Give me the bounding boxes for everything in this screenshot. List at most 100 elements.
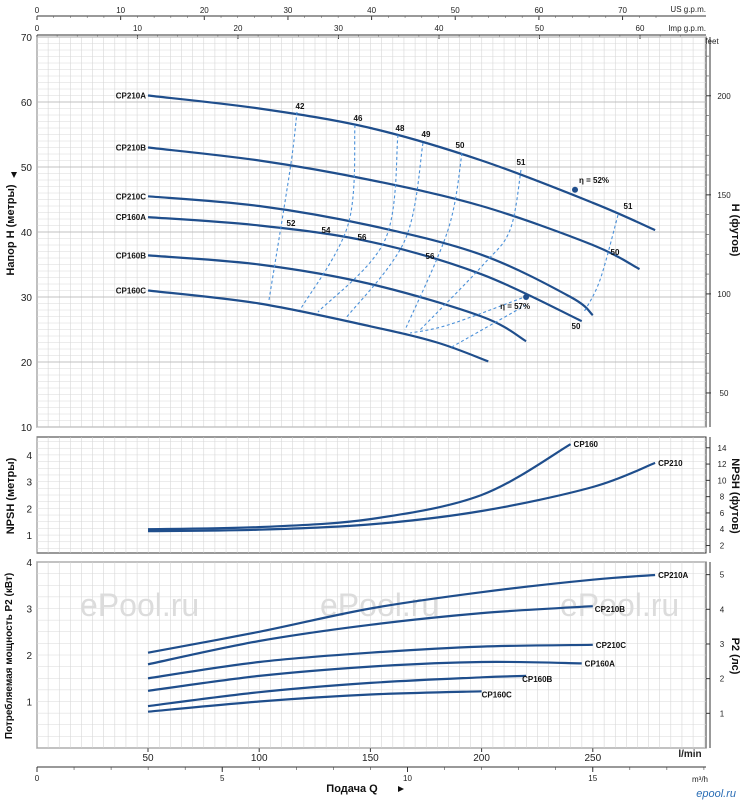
npsh-ylabel: NPSH (метры) [5, 457, 17, 534]
efficiency-label: 56 [358, 233, 367, 242]
us-gpm-tick-label: 50 [451, 6, 460, 15]
npsh-y2-tick-label: 8 [720, 493, 725, 502]
imp-gpm-tick-label: 60 [636, 24, 645, 33]
series-label-cp210c: CP210C [596, 641, 626, 650]
npsh-y-tick-label: 4 [26, 451, 32, 462]
efficiency-label: 50 [456, 141, 465, 150]
imp-gpm-tick-label: 50 [535, 24, 544, 33]
efficiency-iso-line [345, 142, 424, 319]
imp-gpm-tick-label: 0 [35, 24, 40, 33]
power-y-tick-label: 2 [26, 651, 32, 662]
grid-lines [36, 36, 706, 749]
xlabel-q: Подача Q [326, 783, 378, 795]
power-y-tick-label: 3 [26, 605, 32, 616]
series-label-cp210a: CP210A [116, 92, 146, 101]
efficiency-peak-label: η = 57% [500, 302, 530, 311]
us-gpm-tick-label: 70 [618, 6, 627, 15]
head-y-tick-label: 10 [21, 423, 33, 434]
head-y2-tick-label: 100 [717, 290, 731, 299]
series-label-cp160c: CP160C [482, 690, 512, 699]
head-y2-tick-label: 200 [717, 92, 731, 101]
lmin-tick-label: 150 [362, 753, 379, 764]
head-y-tick-label: 70 [21, 33, 33, 44]
series-label-cp160c: CP160C [116, 287, 146, 296]
power-ylabel: Потребляемая мощность P2 (кВт) [3, 573, 15, 739]
efficiency-label: 49 [422, 130, 431, 139]
efficiency-label: 56 [426, 252, 435, 261]
us-gpm-tick-label: 30 [283, 6, 292, 15]
series-label-cp160b: CP160B [116, 251, 146, 260]
series-line-cp160b [147, 254, 527, 343]
efficiency-label: 51 [624, 202, 633, 211]
series-label-cp210: CP210 [658, 459, 683, 468]
series-line-cp160 [147, 443, 572, 531]
us-gpm-tick-label: 0 [35, 6, 40, 15]
watermark-text: ePool.ru [560, 587, 679, 623]
npsh-y2-tick-label: 4 [720, 525, 725, 534]
m3h-tick-label: 10 [403, 774, 412, 783]
lmin-unit: l/min [678, 749, 701, 760]
efficiency-label: 42 [296, 102, 305, 111]
npsh-y2-tick-label: 12 [718, 460, 727, 469]
npsh-y-tick-label: 1 [26, 531, 32, 542]
watermarks: ePool.ru ePool.ru ePool.ru [80, 587, 679, 623]
series-label-cp210b: CP210B [595, 605, 625, 614]
efficiency-label: 48 [396, 124, 405, 133]
head-y-tick-label: 60 [21, 98, 33, 109]
series-line-cp160a [147, 660, 582, 692]
us-gpm-unit: US g.p.m. [670, 5, 706, 14]
efficiency-iso-line [268, 111, 298, 301]
power-y2-tick-label: 3 [720, 640, 725, 649]
head-y-tick-label: 30 [21, 293, 33, 304]
m3h-unit: m³/h [692, 775, 708, 784]
efficiency-label: 52 [287, 219, 296, 228]
efficiency-iso-line [317, 134, 399, 313]
series-line-cp210 [147, 461, 656, 533]
head-y-tick-label: 50 [21, 163, 33, 174]
efficiency-iso-line [449, 304, 527, 349]
power-y2-tick-label: 2 [720, 675, 725, 684]
head-ylabel: Напор H (метры) [5, 184, 17, 275]
series-label-cp210c: CP210C [116, 192, 146, 201]
efficiency-iso-line [409, 297, 523, 334]
feet-unit: feet [705, 37, 719, 46]
imp-gpm-tick-label: 40 [435, 24, 444, 33]
series-line-cp160c [147, 289, 489, 363]
series-label-cp160b: CP160B [522, 675, 552, 684]
efficiency-peak-marker [572, 186, 579, 193]
power-y2label: P2 (лс) [729, 638, 741, 675]
us-gpm-tick-label: 10 [116, 6, 125, 15]
power-y2-tick-label: 1 [720, 709, 725, 718]
efficiency-peak-marker [523, 294, 530, 300]
imp-gpm-unit: Imp g.p.m. [668, 24, 706, 33]
efficiency-label: 51 [517, 158, 526, 167]
lmin-tick-label: 50 [142, 753, 154, 764]
imp-gpm-tick-label: 30 [334, 24, 343, 33]
series-line-cp210c [147, 195, 594, 317]
series-label-cp210a: CP210A [658, 571, 688, 580]
npsh-y2-tick-label: 10 [718, 476, 727, 485]
series-line-cp210b [147, 605, 593, 666]
efficiency-iso-line [419, 169, 522, 331]
efficiency-iso-line [583, 214, 619, 313]
series-line-cp210a [147, 94, 656, 232]
efficiency-peak-label: η = 52% [579, 176, 609, 185]
npsh-y2-tick-label: 2 [720, 542, 725, 551]
efficiency-label: 46 [354, 114, 363, 123]
m3h-tick-label: 5 [220, 774, 225, 783]
imp-gpm-tick-label: 20 [234, 24, 243, 33]
series-label-cp160a: CP160A [116, 213, 146, 222]
lmin-tick-label: 100 [251, 753, 268, 764]
lmin-tick-label: 200 [473, 753, 490, 764]
watermark-text: ePool.ru [80, 587, 199, 623]
npsh-y2-tick-label: 14 [718, 444, 727, 453]
us-gpm-tick-label: 40 [367, 6, 376, 15]
series-line-cp210c [147, 643, 593, 680]
head-y-tick-label: 40 [21, 228, 33, 239]
series-line-cp210b [147, 146, 641, 271]
series-label-cp160a: CP160A [585, 659, 615, 668]
curves [147, 94, 656, 713]
series-line-cp160b [147, 674, 527, 708]
series-label-cp210b: CP210B [116, 144, 146, 153]
